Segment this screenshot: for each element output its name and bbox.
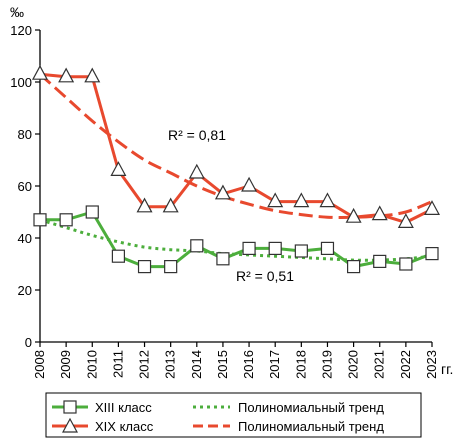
data-point-series-1	[241, 176, 258, 192]
data-point-series-0	[294, 244, 308, 258]
y-tick-label: 120	[10, 23, 32, 38]
y-tick-label: 0	[25, 335, 32, 350]
data-point-series-0	[320, 241, 335, 255]
series-line-1	[39, 72, 433, 224]
x-tick-label: 2022	[398, 350, 413, 379]
x-tick-label: 2017	[267, 350, 282, 379]
legend-triangle-icon	[61, 417, 79, 433]
data-point-series-0	[59, 213, 73, 227]
legend-item-trend-0: Полиномиальный тренд	[193, 400, 384, 415]
data-point-series-1	[188, 163, 205, 179]
data-point-series-1	[58, 67, 75, 83]
x-tick-label: 2013	[163, 350, 178, 379]
y-tick-label: 20	[18, 283, 32, 298]
legend-item-trend-1: Полиномиальный тренд	[193, 419, 384, 434]
x-tick-label: 2018	[293, 350, 308, 379]
data-point-series-1	[214, 184, 231, 200]
y-unit-label: ‰	[10, 4, 24, 20]
data-point-series-1	[110, 161, 127, 176]
data-point-series-0	[268, 241, 282, 255]
legend-label-series-1: XIX класс	[95, 419, 154, 434]
data-point-series-0	[85, 205, 99, 219]
data-point-series-0	[242, 241, 256, 255]
data-point-series-0	[425, 247, 439, 261]
legend-label-series-0: XIII класс	[95, 400, 152, 415]
legend-label-trend-0: Полиномиальный тренд	[238, 400, 384, 415]
y-tick-label: 60	[18, 179, 32, 194]
x-tick-label: 2020	[346, 350, 361, 379]
data-point-series-1	[319, 192, 336, 208]
r2-annotation-0: R² = 0,51	[236, 268, 294, 284]
y-tick-label: 40	[18, 231, 32, 246]
x-tick-label: 2023	[424, 350, 439, 379]
r2-annotation-1: R² = 0,81	[168, 127, 226, 143]
data-point-series-0	[137, 260, 152, 274]
legend-square-icon	[63, 400, 77, 414]
data-point-series-1	[397, 213, 414, 228]
x-unit-label: гг.	[441, 361, 453, 377]
legend-box	[45, 392, 422, 438]
markers	[31, 64, 441, 274]
y-tick-label: 80	[18, 127, 32, 142]
axes: 0 20 40 60 80 100 120 ‰ 2008 2009 2010 2011 2012 2013…	[10, 4, 453, 379]
data-point-series-1	[31, 64, 49, 80]
data-point-series-1	[267, 192, 284, 208]
x-tick-label: 2009	[58, 350, 73, 379]
x-tick-label: 2014	[189, 350, 204, 379]
series-lines	[39, 72, 433, 269]
data-point-series-0	[216, 252, 230, 266]
trend-line-0	[39, 218, 433, 262]
data-point-series-1	[84, 67, 101, 83]
data-point-series-0	[347, 260, 361, 274]
legend-item-series-1: XIX класс	[52, 417, 154, 434]
x-tick-label: 2011	[110, 350, 125, 378]
y-tick-label: 100	[10, 75, 32, 90]
x-tick-label: 2019	[319, 350, 334, 379]
series-line-0	[40, 210, 433, 269]
data-point-series-1	[371, 205, 388, 221]
x-tick-label: 2010	[84, 350, 99, 379]
data-point-series-1	[136, 197, 153, 213]
data-point-series-0	[373, 254, 387, 268]
data-point-series-0	[399, 257, 413, 271]
data-point-series-0	[111, 249, 126, 263]
legend: XIII класс Полиномиальный тренд XIX клас…	[45, 392, 422, 438]
x-tick-label: 2021	[372, 350, 387, 379]
data-point-series-1	[293, 192, 310, 208]
data-point-series-1	[423, 200, 441, 215]
data-point-series-1	[345, 207, 362, 223]
annotations: R² = 0,51 R² = 0,81	[168, 127, 294, 284]
x-tick-label: 2015	[215, 350, 230, 379]
legend-item-series-0: XIII класс	[52, 400, 152, 415]
legend-label-trend-1: Полиномиальный тренд	[238, 419, 384, 434]
data-point-series-0	[190, 239, 204, 253]
data-point-series-1	[162, 197, 179, 213]
x-tick-label: 2016	[241, 350, 256, 379]
data-point-series-0	[164, 260, 178, 274]
x-tick-label: 2012	[137, 350, 152, 379]
x-tick-label: 2008	[32, 350, 47, 379]
data-point-series-0	[33, 213, 47, 227]
